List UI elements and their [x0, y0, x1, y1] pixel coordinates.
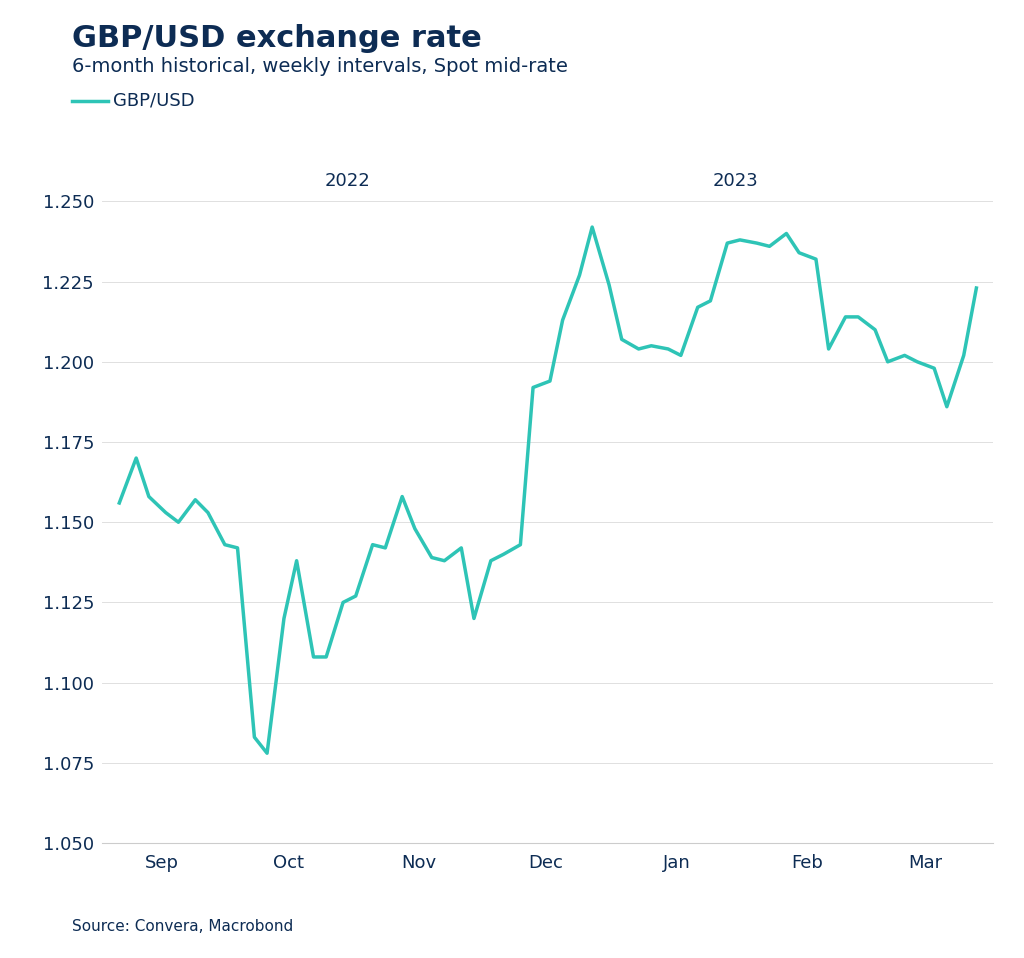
- Text: Source: Convera, Macrobond: Source: Convera, Macrobond: [72, 919, 293, 934]
- Text: GBP/USD exchange rate: GBP/USD exchange rate: [72, 24, 481, 53]
- Text: 2022: 2022: [325, 171, 370, 190]
- Text: GBP/USD: GBP/USD: [113, 92, 195, 109]
- Text: 6-month historical, weekly intervals, Spot mid-rate: 6-month historical, weekly intervals, Sp…: [72, 57, 567, 77]
- Text: 2023: 2023: [713, 171, 759, 190]
